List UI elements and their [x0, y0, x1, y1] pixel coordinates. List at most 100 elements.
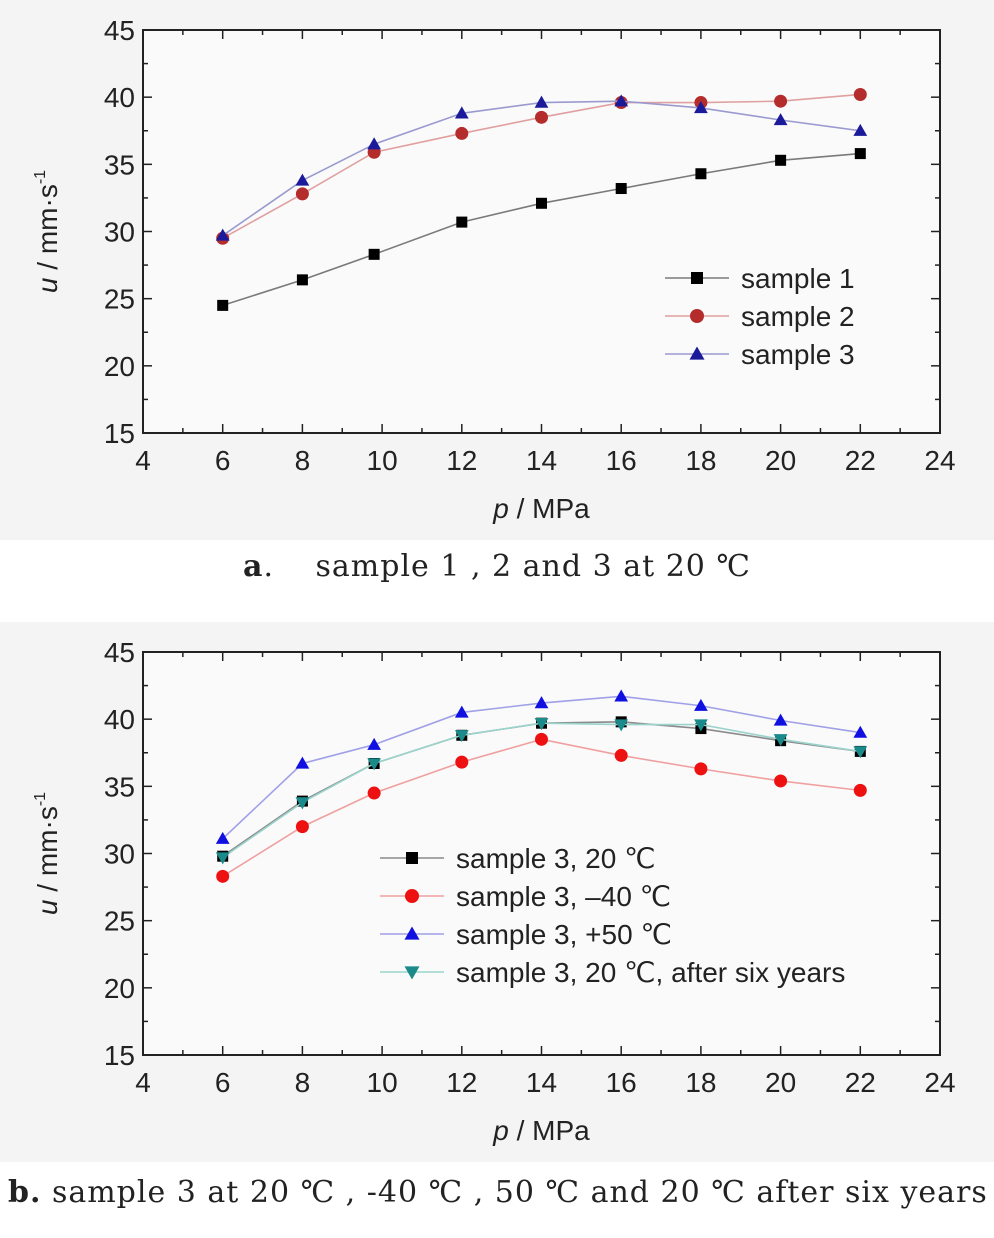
- chartb-y-tick-label: 40: [104, 704, 135, 735]
- charta-series-2-point: [295, 187, 309, 201]
- charta-legend: sample 1 sample 2 sample 3: [665, 263, 855, 370]
- chartb-x-axis-label: p / MPa: [492, 1115, 590, 1146]
- charta-x-tick-label: 12: [446, 445, 477, 476]
- chartb-x-tick-label: 24: [924, 1067, 955, 1098]
- charta-series-3-point: [614, 94, 629, 107]
- charta-series-2-point: [853, 87, 867, 101]
- charta-x-tick-label: 18: [685, 445, 716, 476]
- charta-series-3-point: [215, 228, 230, 241]
- chartb-y-tick-label: 20: [104, 973, 135, 1004]
- chartb-y-tick-label: 25: [104, 906, 135, 937]
- chartb-series-4-point: [215, 852, 230, 865]
- chart-a-svg: 4 6 8 10 12 14 16 18 20 22 24 15 20 25 30 35 40 45 p / MPa…: [32, 15, 956, 524]
- caption-b-text: sample 3 at 20 ℃ , -40 ℃ , 50 ℃ and 20 ℃…: [41, 1175, 988, 1210]
- chartb-y-axis-label: u / mm·s-1: [32, 792, 63, 915]
- chartb-y-axis-unit: / mm·s: [32, 806, 63, 899]
- chartb-y-tick-label: 15: [104, 1040, 135, 1071]
- chartb-series-2-point: [535, 732, 548, 746]
- chartb-y-tick-label: 45: [104, 637, 135, 668]
- chartb-series-3-point: [773, 713, 788, 726]
- charta-legend-marker-1: [691, 272, 703, 284]
- charta-y-tick-label: 20: [104, 351, 135, 382]
- chartb-x-tick-label: 18: [685, 1067, 716, 1098]
- chartb-series-4-point: [454, 730, 469, 743]
- chartb-legend-marker-2: [405, 889, 419, 903]
- charta-series-2-point: [774, 94, 788, 108]
- chartb-series-4-point: [773, 734, 788, 747]
- charta-series-1-point: [615, 183, 627, 195]
- chartb-x-axis-unit: / MPa: [509, 1115, 590, 1146]
- charta-series-1-point: [695, 168, 707, 180]
- charta-legend-label-2: sample 2: [741, 301, 855, 332]
- charta-y-axis-label: u / mm·s-1: [32, 170, 63, 293]
- chartb-x-tick-label: 6: [215, 1067, 231, 1098]
- chartb-legend-label-1: sample 3, 20 ℃: [456, 843, 656, 874]
- chartb-series-4-point: [295, 797, 310, 810]
- chartb-x-tick-label: 10: [367, 1067, 398, 1098]
- chartb-x-tick-label: 20: [765, 1067, 796, 1098]
- charta-x-tick-label: 8: [295, 445, 311, 476]
- chartb-series-4-point: [614, 719, 629, 732]
- charta-series-1-point: [775, 154, 787, 166]
- charta-x-axis-label: p / MPa: [492, 493, 590, 524]
- charta-y-tick-label: 40: [104, 82, 135, 113]
- chartb-series-4-point: [534, 718, 549, 731]
- charta-series-3-point: [773, 113, 788, 126]
- charta-y-tick-label: 30: [104, 217, 135, 248]
- caption-a: a. sample 1 , 2 and 3 at 20 ℃: [0, 541, 994, 585]
- charta-series-1-point: [854, 148, 866, 160]
- charta-x-tick-label: 14: [526, 445, 557, 476]
- chartb-series-2-point: [216, 869, 230, 883]
- charta-series-3-point: [694, 101, 708, 114]
- chartb-legend-label-4: sample 3, 20 ℃, after six years: [456, 957, 845, 988]
- charta-x-tick-label: 6: [215, 445, 231, 476]
- caption-b: b. sample 3 at 20 ℃ , -40 ℃ , 50 ℃ and 2…: [8, 1175, 994, 1210]
- chartb-y-axis-var: u: [32, 899, 63, 915]
- charta-series-1-point: [456, 216, 468, 228]
- charta-series-3-point: [454, 106, 469, 119]
- charta-series-1-point: [296, 274, 308, 286]
- charta-series-3-point: [295, 173, 310, 186]
- charta-x-tick-label: 22: [845, 445, 876, 476]
- chartb-y-tick-label: 30: [104, 839, 135, 870]
- chartb-x-axis-var: p: [492, 1115, 509, 1146]
- chartb-series-2-point: [694, 762, 708, 776]
- chartb-series-4-point: [853, 746, 868, 759]
- caption-b-letter: b.: [8, 1175, 42, 1210]
- charta-y-tick-label: 25: [104, 284, 135, 315]
- charta-legend-marker-3: [689, 346, 705, 360]
- charta-y-tick-label: 45: [104, 15, 135, 46]
- chartb-series-2-point: [614, 748, 628, 762]
- charta-series-1-point: [536, 197, 547, 209]
- charta-x-tick-label: 20: [765, 445, 796, 476]
- chart-b-svg: 4 6 8 10 12 14 16 18 20 22 24 15 20 25 30 35 40 45 p / MPa…: [32, 637, 956, 1146]
- chartb-x-tick-label: 4: [135, 1067, 151, 1098]
- charta-series-2-point: [535, 110, 548, 124]
- charta-legend-marker-2: [690, 309, 704, 323]
- charta-legend-label-3: sample 3: [741, 339, 855, 370]
- chartb-series-3-point: [853, 725, 868, 738]
- charta-x-tick-label: 16: [606, 445, 637, 476]
- chartb-legend-marker-1: [406, 852, 418, 864]
- chartb-series-2-point: [455, 755, 469, 769]
- chartb-series-3-point: [367, 737, 382, 750]
- caption-a-text: . sample 1 , 2 and 3 at 20 ℃: [263, 549, 751, 584]
- chartb-series-3-point: [534, 696, 549, 709]
- charta-series-3-point: [853, 123, 868, 136]
- charta-y-tick-label: 35: [104, 149, 135, 180]
- charta-legend-label-1: sample 1: [741, 263, 855, 294]
- charta-y-tick-label: 15: [104, 418, 135, 449]
- chartb-series-2-point: [367, 786, 381, 800]
- charta-y-axis-unit: / mm·s: [32, 184, 63, 277]
- charta-y-axis-exp: -1: [32, 170, 49, 184]
- charta-x-tick-label: 24: [924, 445, 955, 476]
- chartb-series-3-point: [215, 831, 230, 844]
- charta-series-3-point: [367, 137, 382, 150]
- chart-panel-b: 4 6 8 10 12 14 16 18 20 22 24 15 20 25 30 35 40 45 p / MPa…: [0, 622, 994, 1162]
- chartb-series-3-point: [694, 698, 708, 711]
- charta-series-2-point: [455, 126, 469, 140]
- charta-y-axis-var: u: [32, 277, 63, 293]
- chartb-legend-marker-4: [404, 966, 420, 980]
- charta-series-1-point: [368, 248, 380, 260]
- charta-x-axis-var: p: [492, 493, 509, 524]
